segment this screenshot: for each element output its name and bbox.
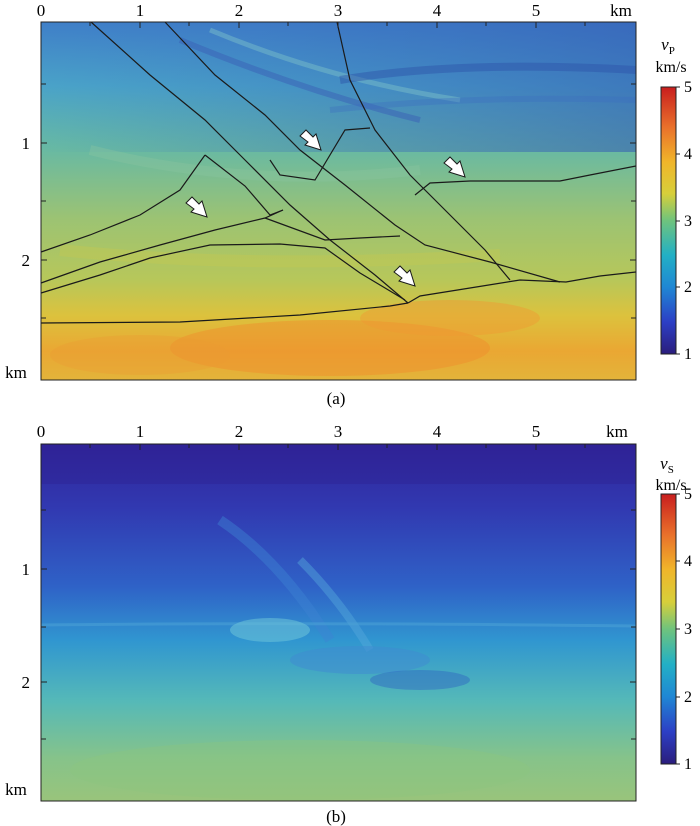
colorbar-tick-label: 2 — [684, 689, 692, 706]
vp-velocity-image — [41, 22, 636, 380]
x-tick-label: 1 — [136, 422, 145, 441]
x-tick-label: 2 — [235, 1, 244, 20]
x-unit-label: km — [606, 422, 628, 441]
fault-line — [269, 127, 371, 181]
y-tick-label: 1 — [22, 134, 31, 153]
x-tick-label: 4 — [433, 1, 442, 20]
panel-b: 0 1 2 3 4 5 km 1 2 km vS km/s — [5, 422, 692, 826]
colorbar-subscript: P — [669, 45, 675, 57]
fault-line — [204, 154, 284, 216]
annotation-arrows — [185, 129, 466, 287]
x-unit-label: km — [610, 1, 632, 20]
fault-line — [164, 21, 561, 283]
svg-text:vP: vP — [661, 35, 675, 57]
panel-a: 0 1 2 3 4 5 km 1 2 km vP k — [5, 1, 692, 408]
colorbar-subscript: S — [668, 464, 674, 476]
arrow-icon — [299, 129, 322, 151]
svg-text:vS: vS — [660, 454, 674, 476]
vs-velocity-image — [41, 444, 636, 801]
colorbar-vs: vS km/s 5 4 3 2 1 — [655, 454, 692, 773]
fault-lines — [40, 21, 637, 324]
panel-caption: (a) — [327, 389, 346, 408]
x-tick-label: 5 — [532, 1, 541, 20]
x-tick-label: 1 — [136, 1, 145, 20]
y-tick-label: 2 — [22, 251, 31, 270]
x-tick-label: 0 — [37, 1, 46, 20]
fault-line — [90, 21, 409, 304]
x-tick-label: 5 — [532, 422, 541, 441]
colorbar-tick-label: 1 — [684, 346, 692, 363]
x-tick-label: 3 — [334, 1, 343, 20]
colorbar-tick-label: 4 — [684, 146, 692, 163]
y-unit-label: km — [5, 363, 27, 382]
fault-line — [40, 209, 284, 284]
fault-line — [40, 243, 406, 301]
x-tick-label: 0 — [37, 422, 46, 441]
y-tick-label: 2 — [22, 673, 31, 692]
colorbar-tick-label: 3 — [684, 213, 692, 230]
colorbar-tick-label: 5 — [684, 79, 692, 96]
fault-line — [414, 165, 637, 196]
x-tick-label: 2 — [235, 422, 244, 441]
fault-line — [264, 217, 401, 241]
panel-caption: (b) — [326, 807, 346, 826]
colorbar-tick-label: 2 — [684, 279, 692, 296]
arrow-icon — [443, 156, 466, 178]
colorbar-tick-label: 1 — [684, 756, 692, 773]
fault-line — [407, 271, 637, 304]
colorbar-symbol: v — [660, 454, 668, 473]
colorbar-symbol: v — [661, 35, 669, 54]
colorbar-tick-label: 3 — [684, 621, 692, 638]
x-tick-label: 3 — [334, 422, 343, 441]
x-tick-label: 4 — [433, 422, 442, 441]
fault-line — [336, 21, 511, 281]
fault-line — [40, 154, 206, 253]
arrow-icon — [393, 265, 416, 287]
y-tick-label: 1 — [22, 560, 31, 579]
fault-line — [40, 302, 409, 324]
colorbar-unit: km/s — [655, 477, 686, 494]
y-axis — [41, 83, 636, 319]
colorbar-vp: vP km/s 5 4 3 2 1 — [655, 35, 692, 363]
colorbar-unit: km/s — [655, 59, 686, 76]
arrow-icon — [185, 196, 208, 218]
colorbar-tick-label: 5 — [684, 486, 692, 503]
y-axis — [41, 509, 636, 740]
y-unit-label: km — [5, 780, 27, 799]
x-axis — [40, 22, 586, 28]
x-axis — [40, 444, 586, 450]
colorbar-tick-label: 4 — [684, 553, 692, 570]
